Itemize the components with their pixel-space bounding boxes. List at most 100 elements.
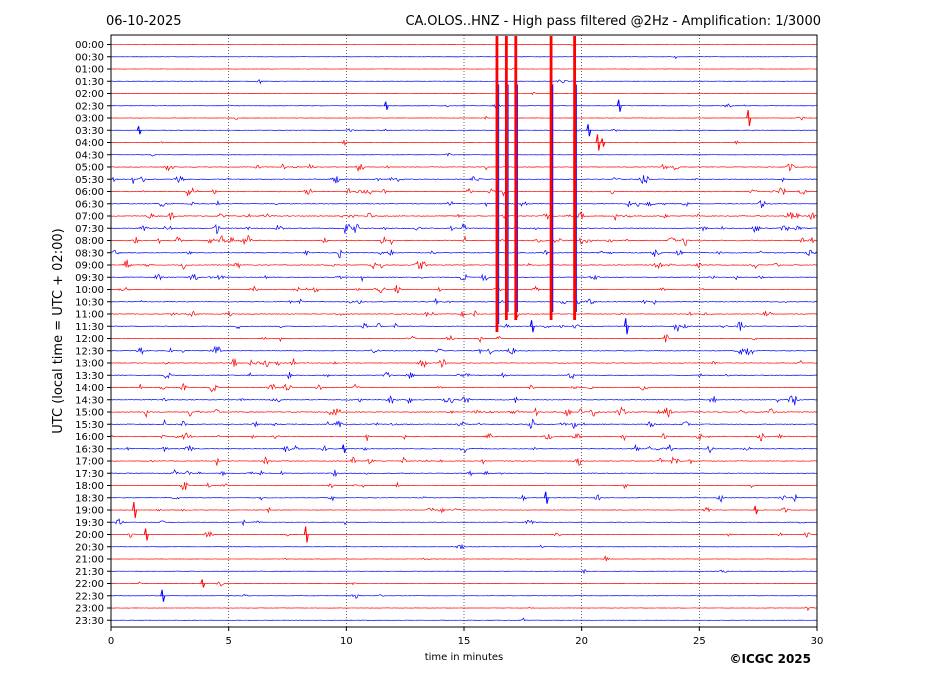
row-time-label: 04:00	[75, 138, 104, 149]
seismic-events	[132, 36, 759, 602]
trace-line	[110, 128, 818, 132]
minor-event	[341, 444, 347, 453]
row-time-label: 00:30	[75, 52, 104, 63]
trace-line	[110, 383, 818, 393]
trace-line	[110, 568, 818, 575]
minor-event	[616, 99, 622, 112]
trace-line	[110, 334, 818, 344]
row-time-label: 12:30	[75, 346, 104, 357]
earthquake-trace	[504, 36, 508, 320]
minor-event	[136, 126, 142, 135]
row-time-label: 08:00	[75, 236, 104, 247]
trace-line	[110, 200, 818, 209]
trace-line	[110, 581, 818, 587]
row-time-label: 23:30	[75, 616, 104, 627]
row-time-label: 18:00	[75, 481, 104, 492]
trace-line	[110, 530, 818, 539]
trace-line	[110, 469, 818, 478]
row-time-label: 21:30	[75, 567, 104, 578]
x-tick-label: 25	[693, 636, 706, 647]
row-time-label: 22:30	[75, 591, 104, 602]
x-tick-label: 15	[458, 636, 471, 647]
row-time-label: 02:30	[75, 101, 104, 112]
row-time-label: 19:00	[75, 506, 104, 517]
row-time-label: 03:00	[75, 114, 104, 125]
trace-line	[110, 55, 818, 60]
row-time-label: 11:30	[75, 322, 104, 333]
x-tick-label: 0	[108, 636, 114, 647]
row-time-label: 22:00	[75, 579, 104, 590]
minor-event	[595, 134, 601, 151]
trace-line	[110, 91, 818, 95]
row-time-label: 01:00	[75, 65, 104, 76]
x-tick-label: 10	[340, 636, 353, 647]
trace-line	[110, 310, 818, 319]
row-time-label: 09:30	[75, 273, 104, 284]
trace-line	[110, 555, 818, 562]
row-time-label: 19:30	[75, 518, 104, 529]
minor-event	[586, 124, 592, 137]
minor-event	[383, 101, 389, 110]
trace-line	[110, 432, 818, 442]
row-time-label: 13:00	[75, 359, 104, 370]
row-time-label: 06:30	[75, 199, 104, 210]
trace-line	[110, 406, 818, 418]
row-time-label: 16:30	[75, 444, 104, 455]
trace-lines	[110, 43, 818, 622]
row-time-label: 18:30	[75, 493, 104, 504]
earthquake-trace	[549, 36, 553, 320]
trace-line	[110, 67, 818, 71]
row-time-label: 16:00	[75, 432, 104, 443]
plot-frame	[110, 34, 818, 628]
row-time-label: 21:00	[75, 555, 104, 566]
row-time-label: 15:00	[75, 408, 104, 419]
row-time-label: 17:00	[75, 457, 104, 468]
trace-line	[110, 321, 818, 332]
minor-event	[143, 528, 149, 541]
trace-line	[110, 617, 818, 622]
row-time-label: 20:30	[75, 542, 104, 553]
row-time-label: 10:30	[75, 297, 104, 308]
trace-line	[110, 518, 818, 527]
x-tick-label: 30	[811, 636, 824, 647]
trace-line	[110, 273, 818, 283]
x-axis-label: time in minutes	[425, 652, 504, 663]
trace-line	[110, 79, 817, 85]
credit-label: ©ICGC 2025	[729, 652, 811, 666]
trace-line	[110, 456, 818, 466]
trace-line	[110, 418, 818, 430]
trace-line	[110, 103, 818, 109]
row-time-label: 07:00	[75, 212, 104, 223]
row-time-label: 00:00	[75, 40, 104, 51]
row-time-label: 17:30	[75, 469, 104, 480]
trace-line	[110, 358, 818, 369]
trace-line	[110, 494, 818, 503]
row-time-label: 02:00	[75, 89, 104, 100]
trace-line	[110, 543, 818, 550]
earthquake-trace	[514, 36, 518, 320]
minor-event	[623, 318, 629, 335]
trace-line	[110, 395, 818, 406]
x-tick-label: 5	[225, 636, 231, 647]
row-time-label: 12:00	[75, 334, 104, 345]
row-time-label: 13:30	[75, 371, 104, 382]
chart-title: CA.OLOS..HNZ - High pass filtered @2Hz -…	[405, 14, 821, 29]
row-time-label: 14:30	[75, 395, 104, 406]
earthquake-trace	[495, 36, 499, 332]
row-time-label: 05:30	[75, 175, 104, 186]
row-time-label: 14:00	[75, 383, 104, 394]
trace-line	[110, 285, 818, 294]
trace-line	[111, 163, 818, 172]
trace-line	[110, 371, 818, 380]
row-time-label: 10:00	[75, 285, 104, 296]
trace-line	[110, 234, 818, 247]
trace-line	[110, 298, 818, 306]
x-axis-ticks: 0 5 10 15 20 25 30	[108, 627, 824, 647]
trace-line	[110, 140, 818, 147]
y-axis-label: UTC (local time = UTC + 02:00)	[51, 228, 66, 433]
minor-event	[529, 320, 535, 333]
row-time-label: 08:30	[75, 248, 104, 259]
minor-event	[753, 505, 759, 515]
minor-event	[200, 579, 206, 588]
